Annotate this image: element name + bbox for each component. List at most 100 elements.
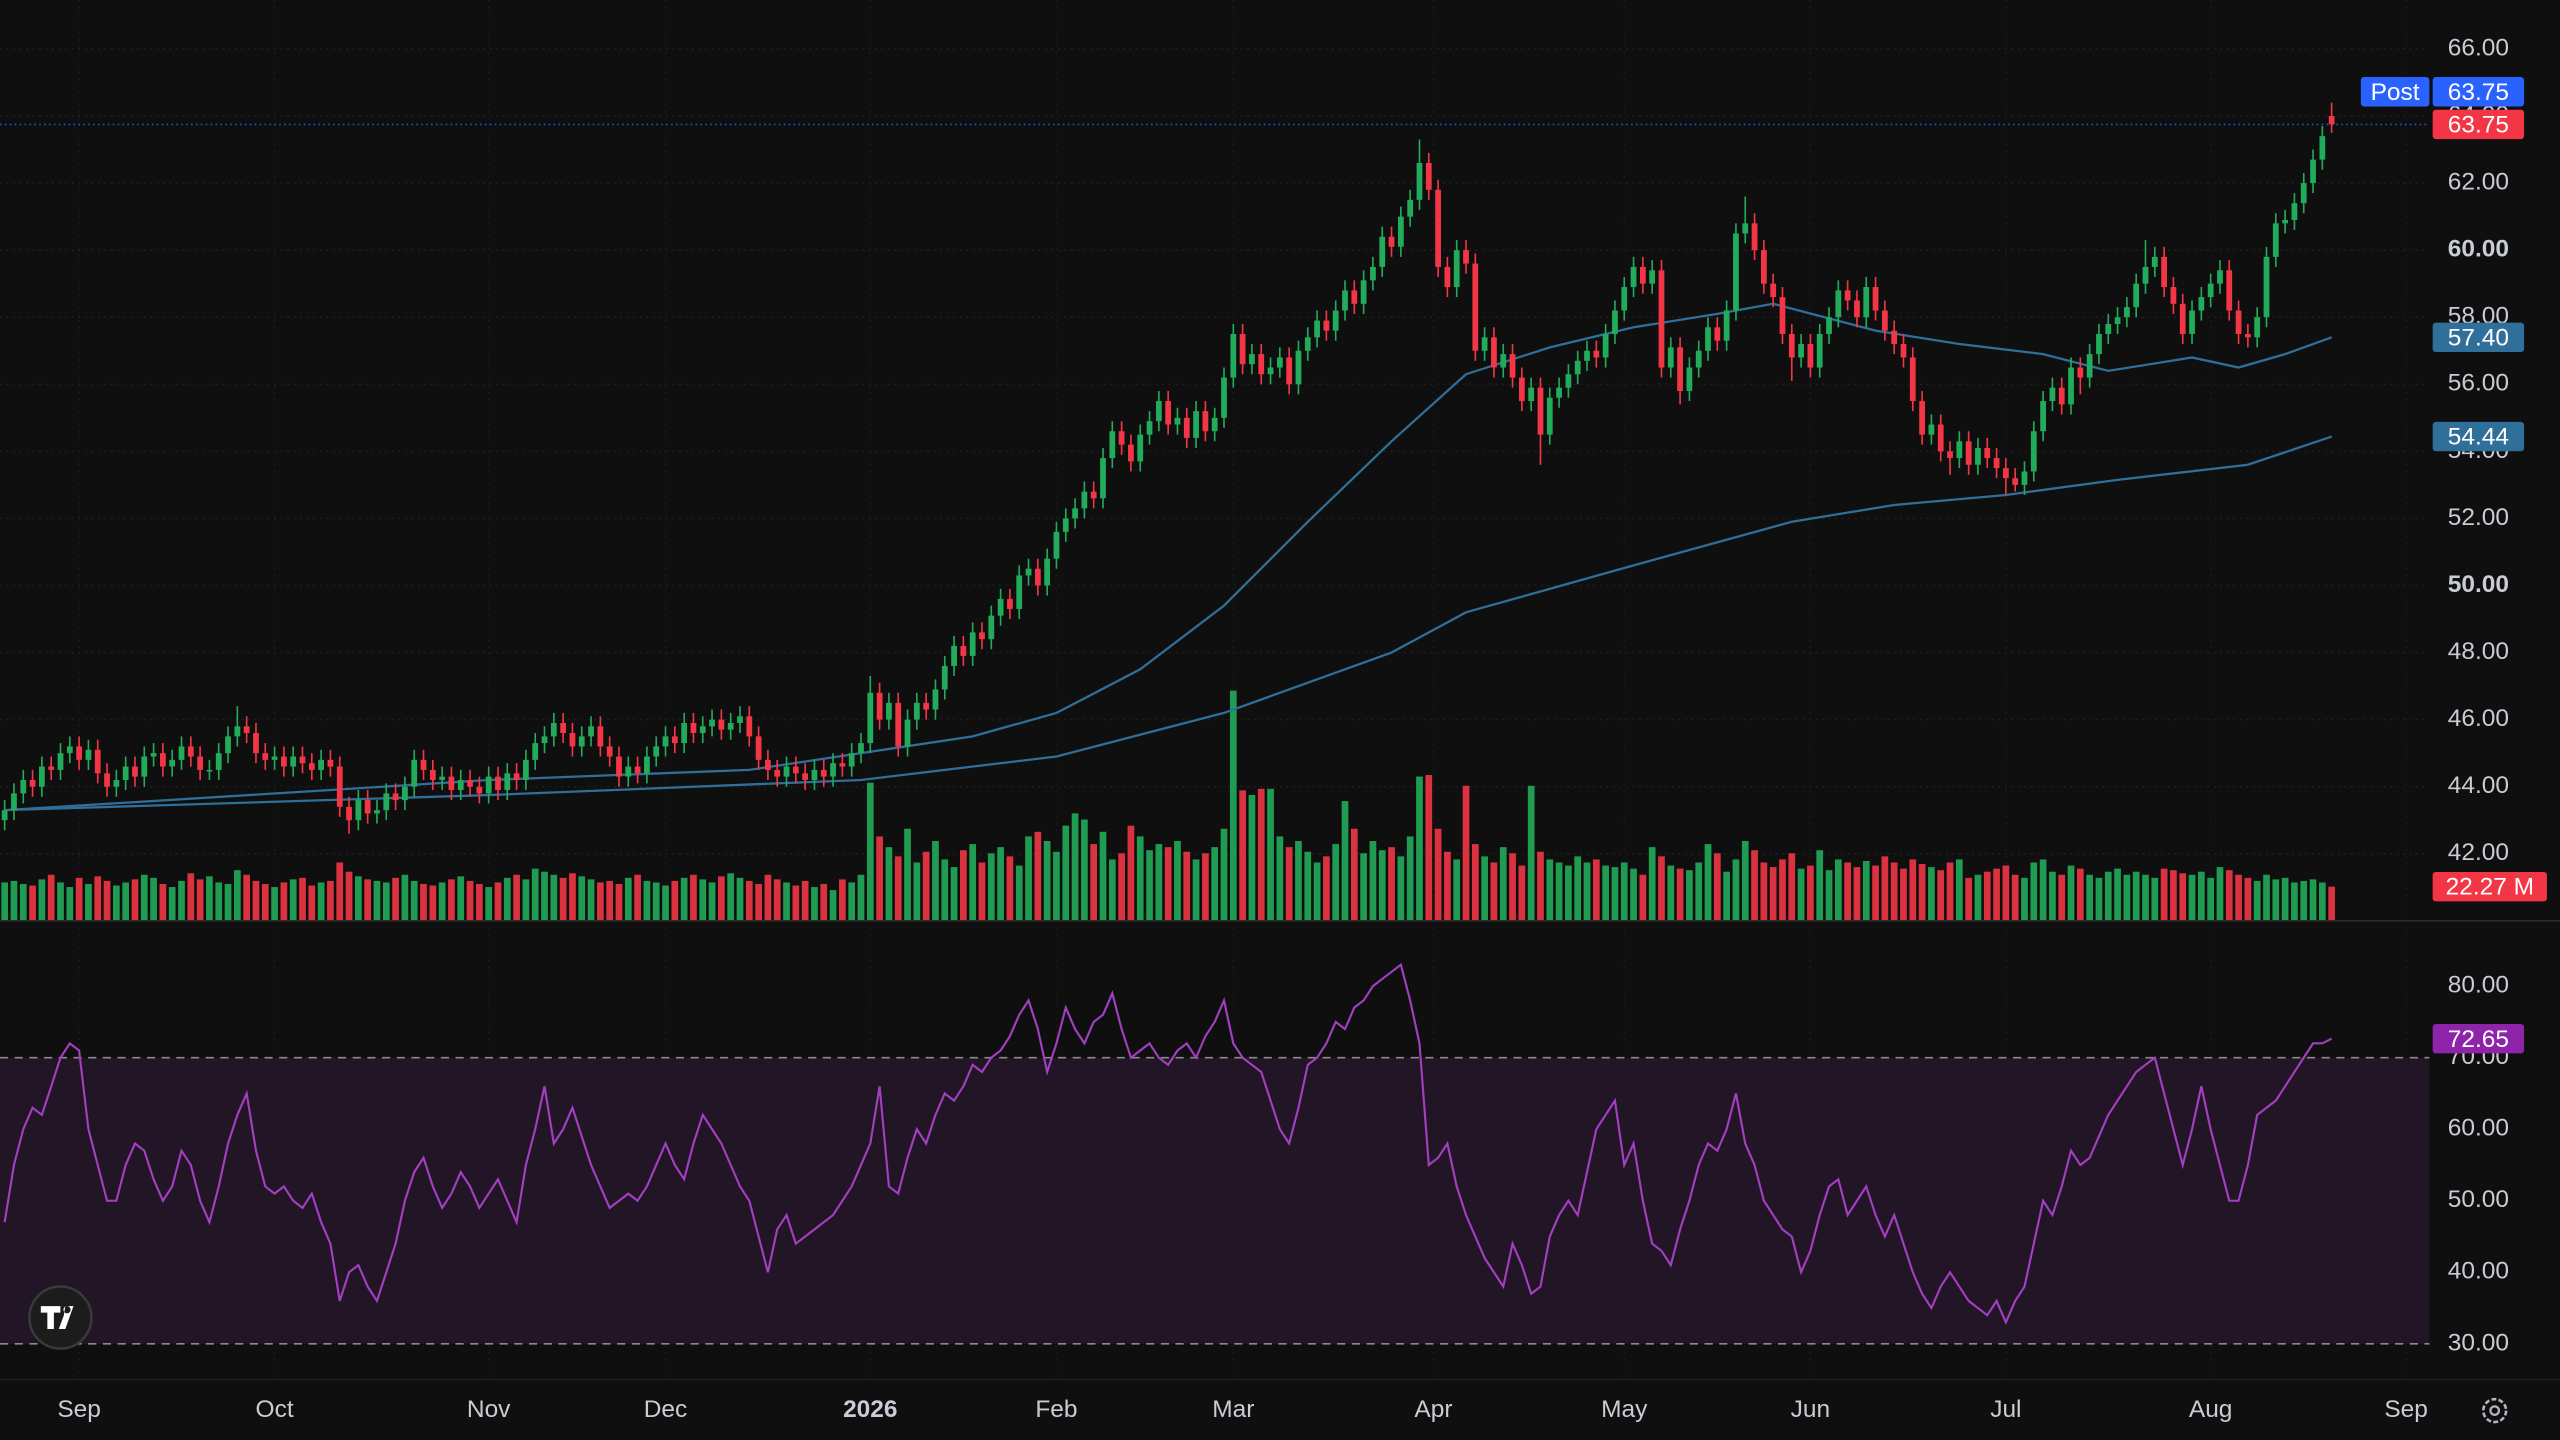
price-badge-label: 54.44 bbox=[2448, 424, 2509, 451]
volume-bar bbox=[1, 882, 9, 921]
x-tick-label: Jul bbox=[1990, 1396, 2021, 1423]
volume-bar bbox=[1686, 870, 1693, 921]
x-tick-label: Jun bbox=[1791, 1396, 1830, 1423]
candle-body bbox=[2086, 354, 2093, 378]
volume-bar bbox=[2076, 868, 2084, 921]
candle-body bbox=[1081, 491, 1088, 509]
candle-body bbox=[2151, 256, 2158, 267]
volume-bar bbox=[1406, 836, 1414, 921]
volume-bar bbox=[150, 877, 157, 921]
volume-bar bbox=[317, 882, 325, 921]
volume-bar bbox=[1053, 851, 1060, 921]
volume-bar bbox=[1090, 844, 1098, 921]
volume-bar bbox=[1825, 870, 1833, 921]
candle-body bbox=[550, 722, 557, 737]
rsi-line bbox=[3, 962, 2333, 1326]
volume-bar bbox=[708, 882, 716, 921]
volume-bar bbox=[513, 874, 520, 921]
candle-body bbox=[792, 766, 799, 774]
candle-body bbox=[1928, 424, 1935, 435]
candle-body bbox=[1351, 290, 1358, 304]
candle-body bbox=[1481, 337, 1488, 351]
volume-bar bbox=[1099, 831, 1107, 921]
candle-body bbox=[1165, 401, 1172, 425]
candle-body bbox=[383, 793, 390, 811]
volume-bar bbox=[2058, 874, 2066, 921]
candle-body bbox=[1639, 266, 1646, 284]
candle-body bbox=[1230, 333, 1237, 378]
candle-body bbox=[988, 615, 995, 640]
candle-body bbox=[1323, 320, 1330, 331]
candle-body bbox=[2105, 323, 2112, 334]
volume-bar bbox=[848, 882, 856, 921]
y-tick-label: 50.00 bbox=[2448, 571, 2509, 598]
candle-body bbox=[1379, 236, 1386, 267]
candle-body bbox=[66, 746, 73, 754]
candle-body bbox=[1258, 354, 1265, 375]
gear-outer[interactable] bbox=[2481, 1397, 2508, 1424]
volume-bar bbox=[1779, 859, 1786, 921]
candle-body bbox=[1760, 250, 1767, 284]
price-badge bbox=[2432, 322, 2525, 353]
candle-body bbox=[886, 702, 892, 720]
x-tick-label: Sep bbox=[2384, 1396, 2428, 1423]
candle-body bbox=[1276, 357, 1283, 368]
logo-circle[interactable] bbox=[28, 1285, 93, 1350]
volume-bar bbox=[1360, 853, 1367, 921]
volume-bar bbox=[1853, 867, 1861, 921]
settings-button[interactable] bbox=[2481, 1397, 2508, 1424]
volume-bar bbox=[1146, 850, 1153, 921]
volume-bar bbox=[1648, 847, 1656, 921]
volume-bar bbox=[652, 882, 660, 921]
candle-body bbox=[271, 756, 278, 760]
x-tick-label: Dec bbox=[644, 1396, 688, 1423]
candle-body bbox=[1798, 344, 1804, 358]
candle-body bbox=[1937, 424, 1944, 452]
candle-body bbox=[2310, 159, 2316, 184]
candle-body bbox=[1733, 233, 1739, 311]
candle-body bbox=[2291, 203, 2298, 220]
volume-bar bbox=[1434, 828, 1442, 921]
volume-bar bbox=[1807, 865, 1814, 921]
volume-bar bbox=[140, 874, 148, 921]
volume-bar bbox=[792, 885, 800, 921]
candle-body bbox=[1723, 310, 1730, 341]
volume-bar bbox=[680, 877, 688, 921]
volume-bar bbox=[2300, 880, 2308, 921]
volume-bar bbox=[987, 853, 995, 921]
volume-bar bbox=[1248, 794, 1256, 921]
candle-body bbox=[1891, 330, 1898, 345]
candle-body bbox=[1090, 491, 1097, 499]
candle-body bbox=[2207, 283, 2214, 298]
candle-body bbox=[1193, 411, 1199, 438]
volume-bar bbox=[2011, 874, 2019, 921]
candle-body bbox=[737, 716, 743, 723]
volume-bar bbox=[1583, 862, 1591, 921]
candle-body bbox=[234, 726, 241, 737]
volume-bar bbox=[597, 882, 604, 921]
volume-bar bbox=[1788, 853, 1796, 921]
candle-body bbox=[1295, 350, 1302, 385]
price-badge bbox=[2432, 421, 2525, 452]
candle-body bbox=[1444, 266, 1451, 288]
volume-bar bbox=[2049, 871, 2056, 921]
volume-bar bbox=[429, 885, 437, 921]
volume-bar bbox=[10, 880, 18, 921]
volume-bar bbox=[541, 871, 548, 921]
candle-body bbox=[104, 773, 110, 787]
candle-body bbox=[913, 702, 920, 720]
candle-body bbox=[1909, 357, 1916, 402]
volume-bar bbox=[1006, 856, 1014, 921]
volume-bar bbox=[112, 885, 120, 921]
candle-body bbox=[2096, 333, 2102, 355]
volume-bar bbox=[1909, 859, 1917, 921]
candle-body bbox=[1155, 401, 1162, 422]
logo[interactable] bbox=[28, 1285, 93, 1350]
candle-body bbox=[2179, 303, 2186, 334]
volume-bar bbox=[1658, 856, 1665, 921]
volume-bar bbox=[2039, 859, 2047, 921]
volume-bar bbox=[1350, 828, 1358, 921]
candle-body bbox=[402, 786, 408, 801]
volume-bar bbox=[494, 882, 502, 921]
candle-body bbox=[113, 779, 120, 787]
